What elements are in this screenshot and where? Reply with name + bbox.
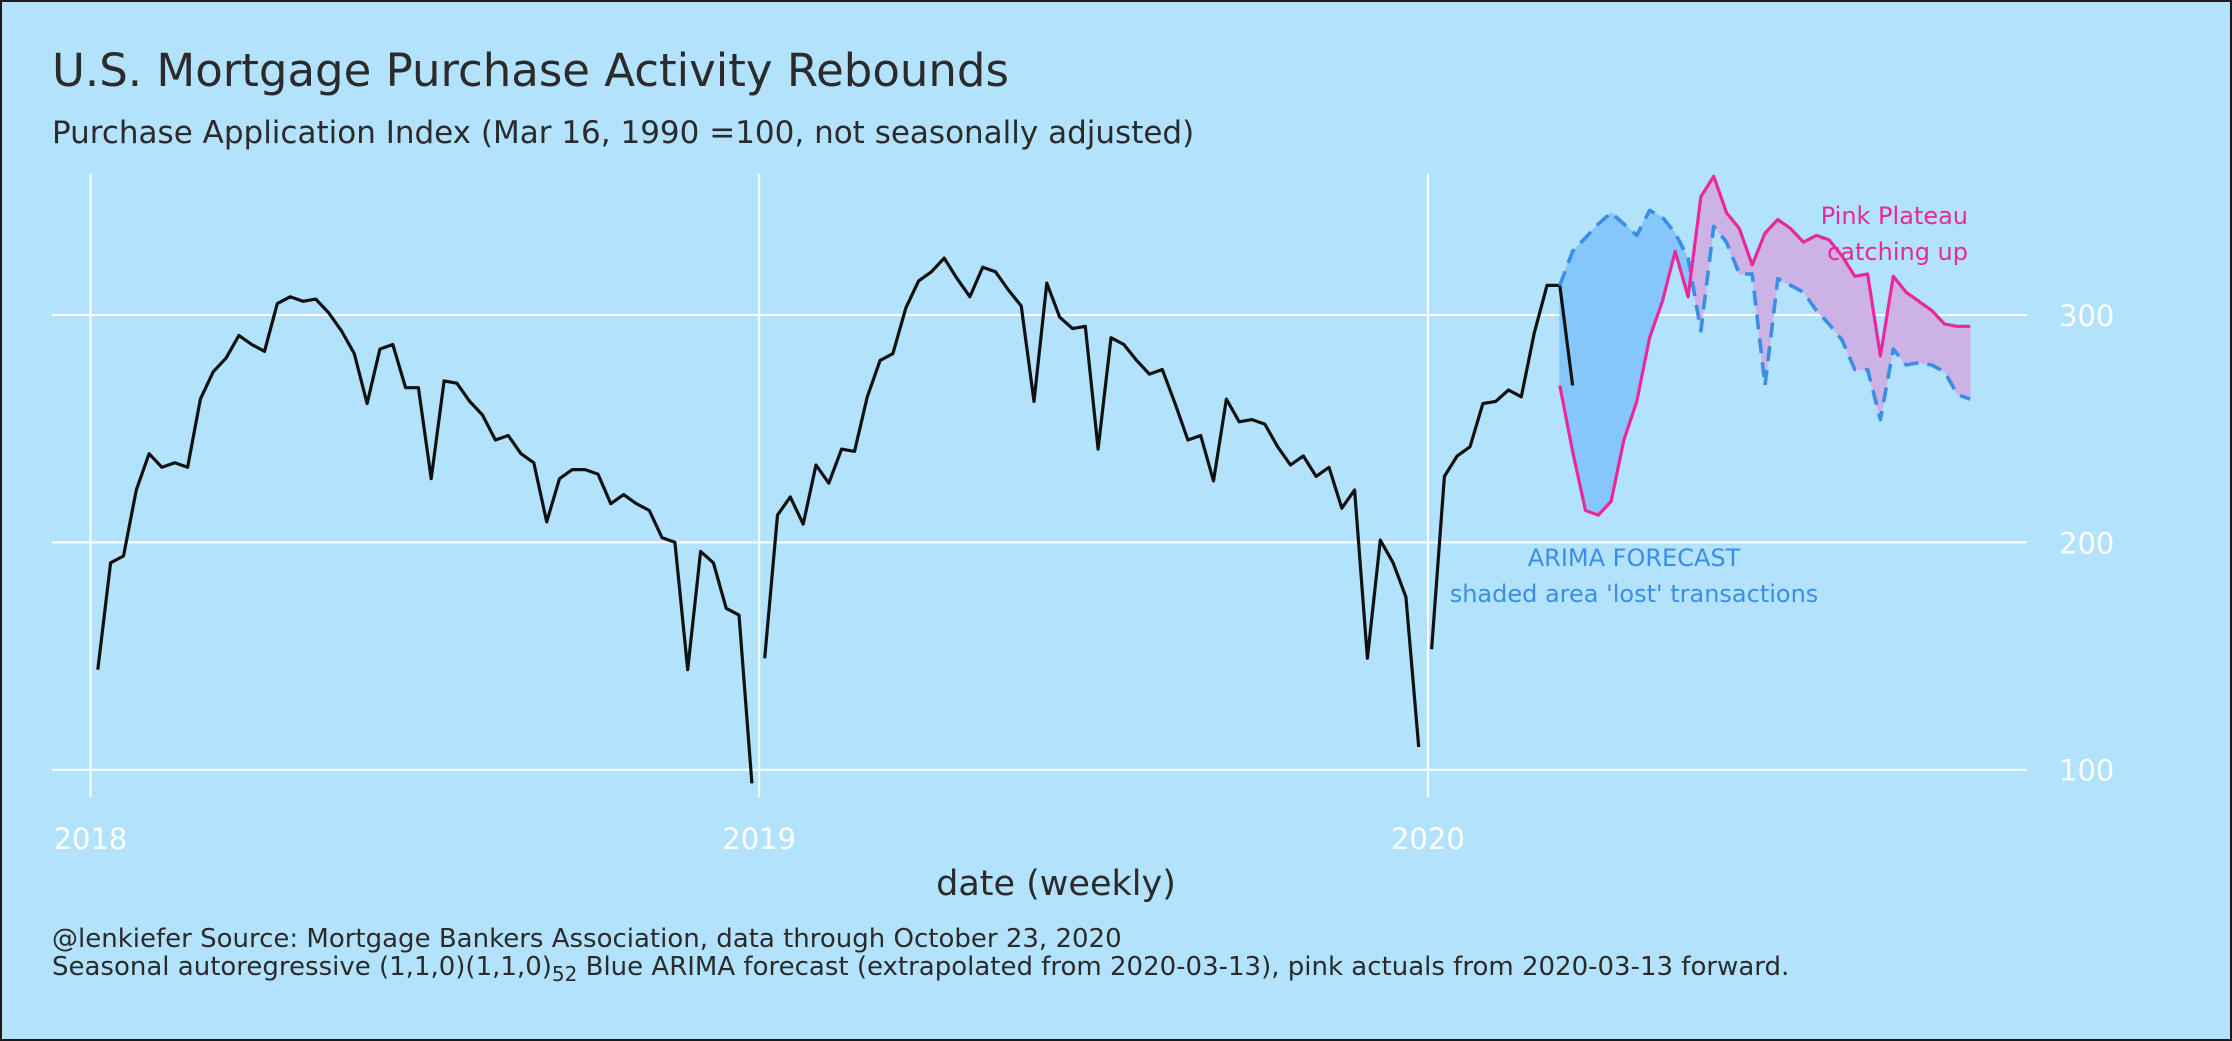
- y-tick-label: 200: [2059, 526, 2114, 560]
- caption-model-post: Blue ARIMA forecast (extrapolated from 2…: [577, 952, 1790, 982]
- shaded-segment: [1854, 273, 1868, 370]
- x-tick-label: 2019: [722, 822, 796, 856]
- caption-model: Seasonal autoregressive (1,1,0)(1,1,0)52…: [52, 952, 1789, 986]
- shaded-segment: [1905, 291, 1920, 366]
- series-pink-line: [1558, 174, 1971, 517]
- x-tick-label: 2020: [1391, 822, 1465, 856]
- shaded-segment: [1957, 325, 1971, 400]
- shaded-segment: [1572, 236, 1586, 511]
- shaded-segment: [1610, 211, 1625, 502]
- axis-ticks: 100 200 300 2018 2019 2020: [54, 299, 2115, 856]
- chart-title: U.S. Mortgage Purchase Activity Rebounds: [52, 44, 1009, 97]
- caption-source: @lenkiefer Source: Mortgage Bankers Asso…: [52, 924, 1122, 954]
- shaded-segment: [1597, 211, 1612, 517]
- y-tick-label: 300: [2059, 299, 2114, 333]
- x-axis-label: date (weekly): [936, 864, 1176, 904]
- grid-lines: [52, 174, 2027, 797]
- annotation-arima-line: shaded area 'lost' transactions: [1450, 580, 1819, 608]
- chart-subtitle: Purchase Application Index (Mar 16, 1990…: [52, 115, 1195, 151]
- shaded-segment: [1931, 309, 1945, 373]
- series-lines: [96, 174, 1971, 784]
- caption-model-sub: 52: [551, 962, 578, 987]
- annotation-pink-line: catching up: [1827, 238, 1968, 266]
- annotation-arima-line: ARIMA FORECAST: [1528, 544, 1741, 572]
- series-actual-line: [96, 256, 1575, 784]
- x-tick-label: 2018: [54, 822, 128, 856]
- shaded-segment: [1585, 222, 1599, 516]
- annotation-pink-line: Pink Plateau: [1821, 202, 1968, 230]
- shaded-segment: [1777, 218, 1792, 287]
- y-tick-label: 100: [2059, 754, 2114, 788]
- annotations: ARIMA FORECAST shaded area 'lost' transac…: [1450, 202, 1968, 608]
- caption-model-pre: Seasonal autoregressive (1,1,0)(1,1,0): [52, 952, 552, 982]
